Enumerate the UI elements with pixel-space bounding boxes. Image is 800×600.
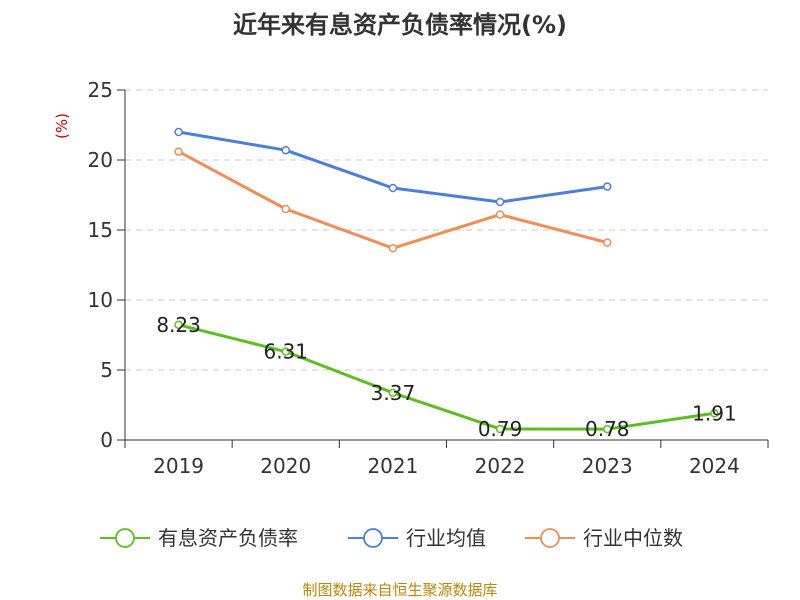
source-note: 制图数据来自恒生聚源数据库 — [302, 581, 497, 599]
chart-title: 近年来有息资产负债率情况(%) — [233, 11, 567, 39]
legend-label: 有息资产负债率 — [158, 526, 298, 550]
y-tick-label: 20 — [88, 148, 113, 172]
x-tick-label: 2023 — [582, 454, 633, 478]
data-point — [495, 424, 505, 434]
data-label: 3.37 — [371, 381, 416, 405]
data-label: 8.23 — [156, 313, 201, 337]
data-point — [495, 210, 505, 219]
legend-marker — [540, 528, 560, 548]
x-tick-label: 2024 — [689, 454, 740, 478]
legend-marker — [363, 528, 383, 548]
data-point — [281, 145, 290, 155]
y-axis-label: (%) — [53, 113, 71, 139]
series-line-0 — [178, 323, 715, 431]
data-label: 0.78 — [585, 417, 630, 441]
x-tick-label: 2022 — [475, 454, 526, 478]
data-label: 1.91 — [692, 401, 737, 425]
data-labels: 8.23 6.31 3.37 0.79 0.78 1.91 — [156, 313, 736, 441]
data-point — [174, 127, 183, 137]
data-point — [710, 409, 719, 418]
legend-marker — [115, 528, 135, 548]
data-label: 0.79 — [478, 417, 523, 441]
data-point — [174, 320, 183, 330]
data-point — [388, 243, 398, 253]
legend-label: 行业中位数 — [583, 526, 683, 550]
x-tick-label: 2021 — [367, 454, 418, 478]
data-point — [388, 388, 398, 398]
data-point — [495, 197, 505, 207]
series-lines — [174, 127, 719, 434]
legend: 有息资产负债率 行业均值 行业中位数 — [100, 526, 683, 550]
x-tick-label: 2019 — [153, 454, 204, 478]
axes: 0 5 10 15 20 25 2019 2020 2021 2022 2023 2024 — [88, 78, 769, 478]
data-point — [281, 204, 290, 214]
data-point — [388, 183, 398, 193]
data-point — [603, 238, 612, 247]
y-tick-label: 5 — [100, 358, 113, 382]
y-tick-label: 10 — [88, 288, 113, 312]
y-tick-label: 15 — [88, 218, 113, 242]
series-line-2 — [177, 150, 608, 250]
x-tick-label: 2020 — [260, 454, 311, 478]
data-label: 6.31 — [263, 340, 308, 364]
data-point — [281, 347, 290, 356]
data-point — [603, 182, 612, 191]
y-tick-label: 0 — [100, 428, 113, 452]
data-point — [174, 147, 183, 156]
data-point — [603, 424, 612, 434]
y-tick-label: 25 — [88, 78, 113, 102]
legend-label: 行业均值 — [406, 526, 486, 550]
